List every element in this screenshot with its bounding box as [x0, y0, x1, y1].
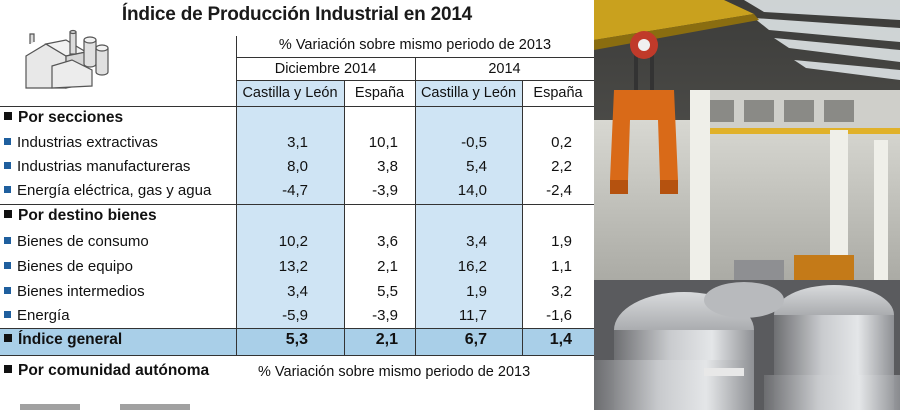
cell: 1,9	[551, 233, 572, 250]
cell: 3,4	[287, 283, 308, 300]
cell: -0,5	[461, 134, 487, 151]
hline-variation	[236, 57, 594, 58]
cell: -2,4	[546, 182, 572, 199]
vline-1	[236, 36, 237, 356]
bullet-dark	[4, 210, 12, 218]
section-comunidad: Por comunidad autónoma	[4, 362, 209, 380]
cell: -1,6	[546, 307, 572, 324]
bullet-blue	[4, 138, 11, 145]
bullet-dark	[4, 112, 12, 120]
cell: 16,2	[457, 258, 487, 275]
col-cyl-2014: Castilla y León	[420, 85, 517, 101]
cell: 2,1	[377, 258, 398, 275]
row-label: Bienes intermedios	[4, 283, 145, 300]
row-label: Bienes de consumo	[4, 233, 149, 250]
total-cell: 2,1	[375, 331, 398, 348]
total-cell: 6,7	[464, 331, 487, 348]
factory-photo	[594, 0, 900, 410]
vline-2	[344, 80, 345, 356]
table-panel: Índice de Producción Industrial en 2014 …	[0, 4, 594, 410]
bullet-blue	[4, 237, 11, 244]
section-destino: Por destino bienes	[4, 207, 157, 225]
col-esp-2014: España	[533, 85, 583, 101]
cell: -5,9	[282, 307, 308, 324]
bullet-blue	[4, 186, 11, 193]
cell: 10,1	[368, 134, 398, 151]
row-label: Energía eléctrica, gas y agua	[4, 182, 211, 199]
cell: -4,7	[282, 182, 308, 199]
hline-period	[236, 80, 594, 81]
steel-coils-photo	[594, 0, 900, 410]
cell: 2,2	[551, 158, 572, 175]
row-label: Energía	[4, 307, 70, 324]
cell: 3,8	[377, 158, 398, 175]
total-band	[0, 328, 594, 355]
bullet-blue	[4, 262, 11, 269]
cell: 3,1	[287, 134, 308, 151]
cell: 3,2	[551, 283, 572, 300]
row-label: Industrias extractivas	[4, 134, 158, 151]
cell: 0,2	[551, 134, 572, 151]
vline-3	[415, 58, 416, 356]
period-dic-header: Diciembre 2014	[274, 61, 377, 77]
cell: 1,1	[551, 258, 572, 275]
total-label: Índice general	[4, 331, 122, 349]
section-secciones: Por secciones	[4, 109, 123, 127]
cutoff-fragment	[20, 404, 80, 410]
row-label: Industrias manufactureras	[4, 158, 190, 175]
cell: 1,9	[466, 283, 487, 300]
cell: 10,2	[278, 233, 308, 250]
cell: 14,0	[457, 182, 487, 199]
variation-header: % Variación sobre mismo periodo de 2013	[278, 37, 552, 53]
cell: 8,0	[287, 158, 308, 175]
bullet-blue	[4, 311, 11, 318]
period-2014-header: 2014	[488, 61, 521, 77]
cell: 3,6	[377, 233, 398, 250]
cell: 5,5	[377, 283, 398, 300]
cell: -3,9	[372, 182, 398, 199]
hline-total-bottom	[0, 355, 594, 356]
hline-cols	[0, 106, 594, 107]
total-cell: 1,4	[549, 331, 572, 348]
total-cell: 5,3	[285, 331, 308, 348]
cell: 3,4	[466, 233, 487, 250]
bullet-dark	[4, 365, 12, 373]
bullet-blue	[4, 287, 11, 294]
factory-icon	[25, 29, 109, 89]
cell: 5,4	[466, 158, 487, 175]
vline-4	[522, 80, 523, 356]
comunidad-note: % Variación sobre mismo periodo de 2013	[258, 364, 531, 380]
bullet-blue	[4, 162, 11, 169]
cell: -3,9	[372, 307, 398, 324]
cell: 11,7	[458, 307, 487, 324]
col-esp-dic: España	[354, 85, 405, 101]
hline-total-top	[0, 328, 594, 329]
row-label: Bienes de equipo	[4, 258, 133, 275]
col-cyl-dic: Castilla y León	[242, 85, 338, 101]
page-title: Índice de Producción Industrial en 2014	[121, 4, 473, 25]
cell: 13,2	[278, 258, 308, 275]
bullet-dark	[4, 334, 12, 342]
hline-section2	[0, 204, 594, 205]
cutoff-fragment	[120, 404, 190, 410]
